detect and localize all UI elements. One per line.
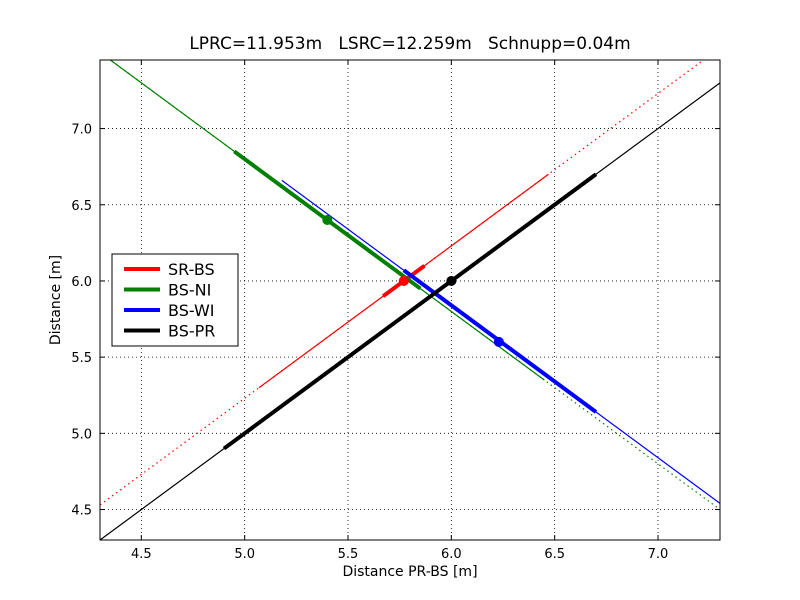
plot-frame bbox=[99, 59, 721, 541]
bs-wi-point bbox=[493, 336, 504, 347]
y-tick-label: 6.5 bbox=[71, 199, 92, 214]
bs-ni-point bbox=[322, 215, 333, 225]
y-tick-label: 6.0 bbox=[71, 275, 92, 290]
x-tick-label: 5.5 bbox=[338, 547, 359, 562]
bs-pr-thick-line bbox=[222, 172, 598, 451]
legend-label-bs-wi: BS-WI bbox=[168, 301, 215, 320]
y-axis-label: Distance [m] bbox=[48, 255, 64, 345]
ticks: 4.5 5.0 5.5 6.0 6.5 7.0 4.5 5.0 5.5 6.0 6.5 7.0 bbox=[71, 60, 720, 562]
x-tick-label: 4.5 bbox=[131, 547, 152, 562]
x-tick-label: 7.0 bbox=[648, 547, 669, 562]
x-axis-label: Distance PR-BS [m] bbox=[342, 564, 477, 580]
x-tick-label: 6.5 bbox=[544, 547, 565, 562]
sr-bs-point bbox=[398, 275, 409, 286]
y-tick-label: 7.0 bbox=[71, 123, 92, 138]
y-tick-label: 4.5 bbox=[71, 504, 92, 519]
grid bbox=[100, 60, 720, 540]
y-tick-label: 5.5 bbox=[71, 351, 92, 366]
legend-label-bs-ni: BS-NI bbox=[168, 281, 211, 300]
data-layer bbox=[100, 60, 720, 540]
legend-label-bs-pr: BS-PR bbox=[168, 322, 215, 341]
y-tick-label: 5.0 bbox=[71, 427, 92, 442]
bs-pr-point bbox=[446, 275, 457, 286]
x-tick-label: 6.0 bbox=[441, 547, 462, 562]
x-tick-label: 5.0 bbox=[234, 547, 255, 562]
chart-title: LPRC=11.953m LSRC=12.259m Schnupp=0.04m bbox=[189, 34, 630, 54]
legend-label-sr-bs: SR-BS bbox=[168, 260, 215, 279]
